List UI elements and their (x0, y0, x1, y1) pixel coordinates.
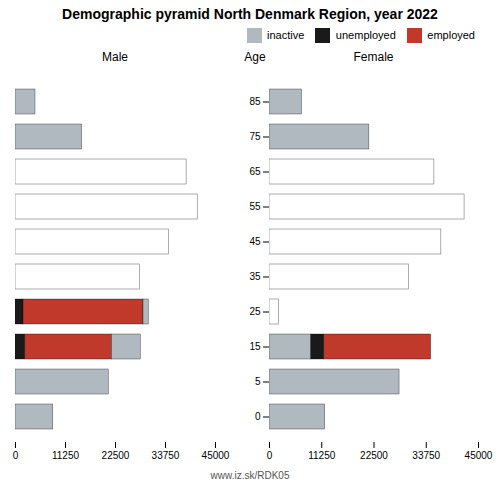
svg-text:25: 25 (249, 306, 261, 317)
svg-text:11250: 11250 (52, 450, 80, 461)
svg-text:45000: 45000 (465, 450, 493, 461)
svg-text:45: 45 (249, 236, 261, 247)
svg-text:0: 0 (255, 411, 261, 422)
svg-text:0: 0 (13, 450, 19, 461)
svg-text:65: 65 (249, 166, 261, 177)
html-text:employed: employed (427, 29, 475, 42)
svg-text:45000: 45000 (202, 450, 230, 461)
html-text:Female: Female (353, 50, 394, 64)
html-text:unemployed: unemployed (335, 29, 396, 42)
svg-text:35: 35 (249, 271, 261, 282)
svg-text:22500: 22500 (102, 450, 130, 461)
html-text:Demographic pyramid North Denm: Demographic pyramid North Denmark Region… (62, 6, 438, 22)
svg-text:15: 15 (249, 341, 261, 352)
svg-text:5: 5 (255, 376, 261, 387)
html-text:www.iz.sk/RDK05: www.iz.sk/RDK05 (210, 470, 290, 481)
svg-text:33750: 33750 (412, 450, 440, 461)
svg-text:75: 75 (249, 131, 261, 142)
svg-text:0: 0 (267, 450, 273, 461)
svg-text:11250: 11250 (308, 450, 336, 461)
html-text:Age: Age (244, 50, 266, 64)
svg-text:33750: 33750 (152, 450, 180, 461)
svg-text:85: 85 (249, 96, 261, 107)
svg-text:55: 55 (249, 201, 261, 212)
svg-text:22500: 22500 (360, 450, 388, 461)
html-text:Male: Male (102, 50, 128, 64)
html-text:inactive: inactive (267, 29, 305, 42)
